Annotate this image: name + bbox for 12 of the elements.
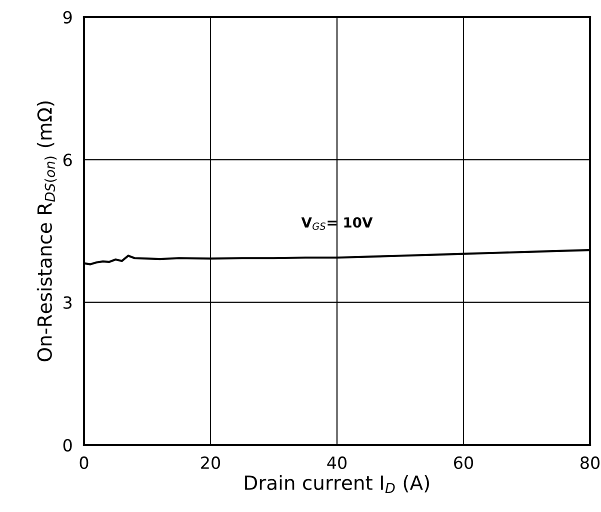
x-tick-label: 40 [327, 456, 346, 470]
y-axis-title: On-Resistance R$_{DS(on)}$ (mΩ) [36, 101, 57, 362]
y-tick-label: 0 [63, 438, 72, 452]
annotation: V$_{GS}$= 10V [301, 217, 373, 230]
x-tick-label: 60 [454, 456, 473, 470]
x-tick-label: 20 [201, 456, 220, 470]
y-tick-label: 9 [63, 10, 72, 24]
x-tick-label: 80 [580, 456, 600, 470]
x-axis-title: Drain current I$_{D}$ (A) [245, 475, 429, 493]
x-tick-label: 0 [80, 456, 88, 470]
y-tick-label: 6 [63, 154, 72, 166]
y-tick-label: 3 [64, 296, 72, 309]
